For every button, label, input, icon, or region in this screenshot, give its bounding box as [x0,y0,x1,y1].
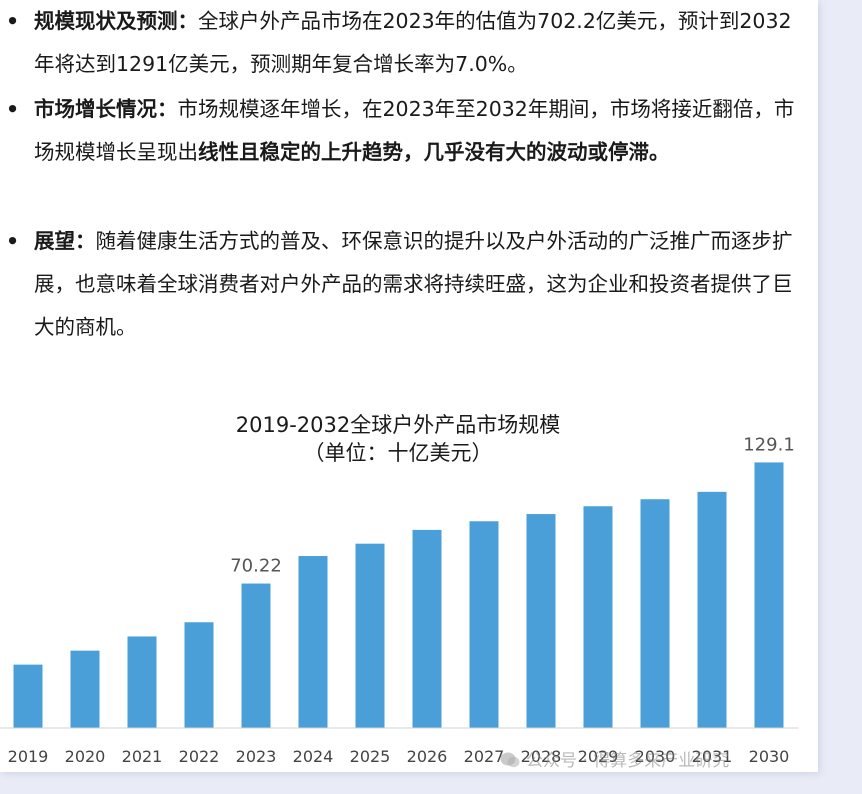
x-tick-label: 2031 [692,747,733,766]
data-labels: 70.22 129.1 [230,434,795,576]
bar-2020 [70,650,100,728]
bar-2026 [412,529,442,728]
x-tick-label: 2029 [578,747,619,766]
bullet-text-emphasis: 线性且稳定的上升趋势，几乎没有大的波动或停滞。 [198,140,670,164]
x-tick-label: 2030 [749,747,790,766]
bar-2023 [241,583,271,728]
x-tick-label: 2030 [635,747,676,766]
bar-2030 [754,462,784,728]
x-tick-labels: 2019 2020 2021 2022 2023 2024 2025 2026 2027 2028… [8,747,790,766]
bar-2025 [355,543,385,728]
x-tick-label: 2023 [236,747,277,766]
x-tick-label: 2020 [65,747,106,766]
market-size-bar-chart: 2019-2032全球户外产品市场规模 （单位：十亿美元） 2019 2020 20… [0,413,798,766]
bullet-text: 随着健康生活方式的普及、环保意识的提升以及户外活动的广泛推广而逐步扩展，也意味着… [34,229,793,339]
x-tick-label: 2028 [521,747,562,766]
x-tick-label: 2021 [122,747,163,766]
x-tick-label: 2019 [8,747,49,766]
x-tick-label: 2024 [293,747,334,766]
bar-2027 [469,521,499,728]
chart-subtitle: （单位：十亿美元） [304,441,493,465]
wechat-icon [500,752,520,768]
bar-2029 [583,506,613,728]
bullet-outlook: 展望：随着健康生活方式的普及、环保意识的提升以及户外活动的广泛推广而逐步扩展，也… [6,220,804,349]
content-card: 规模现状及预测：全球户外产品市场在2023年的估值为702.2亿美元，预计到20… [0,0,818,772]
bar-2028 [526,514,556,728]
bar-2019 [13,664,43,728]
bar-2030 [640,499,670,728]
bar-2022 [184,622,214,728]
bar-2031 [697,491,727,728]
watermark-text: 公众号 · 得算多来产业研究 [526,751,730,771]
x-tick-label: 2027 [464,747,505,766]
bullet-text: 全球户外产品市场在2023年的估值为702.2亿美元，预计到2032年将达到12… [34,9,792,76]
bullet-text: 市场规模逐年增长，在2023年至2032年期间，市场将接近翻倍，市场规模增长呈现… [34,97,795,164]
bullet-market-growth: 市场增长情况：市场规模逐年增长，在2023年至2032年期间，市场将接近翻倍，市… [6,88,804,174]
bullet-market-status: 规模现状及预测：全球户外产品市场在2023年的估值为702.2亿美元，预计到20… [6,0,804,86]
bar-2021 [127,636,157,728]
x-tick-label: 2022 [179,747,220,766]
x-tick-label: 2026 [407,747,448,766]
data-label: 129.1 [743,434,795,455]
bars-group [13,462,784,728]
bar-2024 [298,556,328,728]
data-label: 70.22 [230,556,282,577]
bullet-label: 展望： [34,229,96,253]
bullet-label: 规模现状及预测： [34,9,198,33]
watermark: 公众号 · 得算多来产业研究 [500,746,729,771]
chart-title: 2019-2032全球户外产品市场规模 [236,413,560,437]
x-tick-label: 2025 [350,747,391,766]
bullet-label: 市场增长情况： [34,97,178,121]
